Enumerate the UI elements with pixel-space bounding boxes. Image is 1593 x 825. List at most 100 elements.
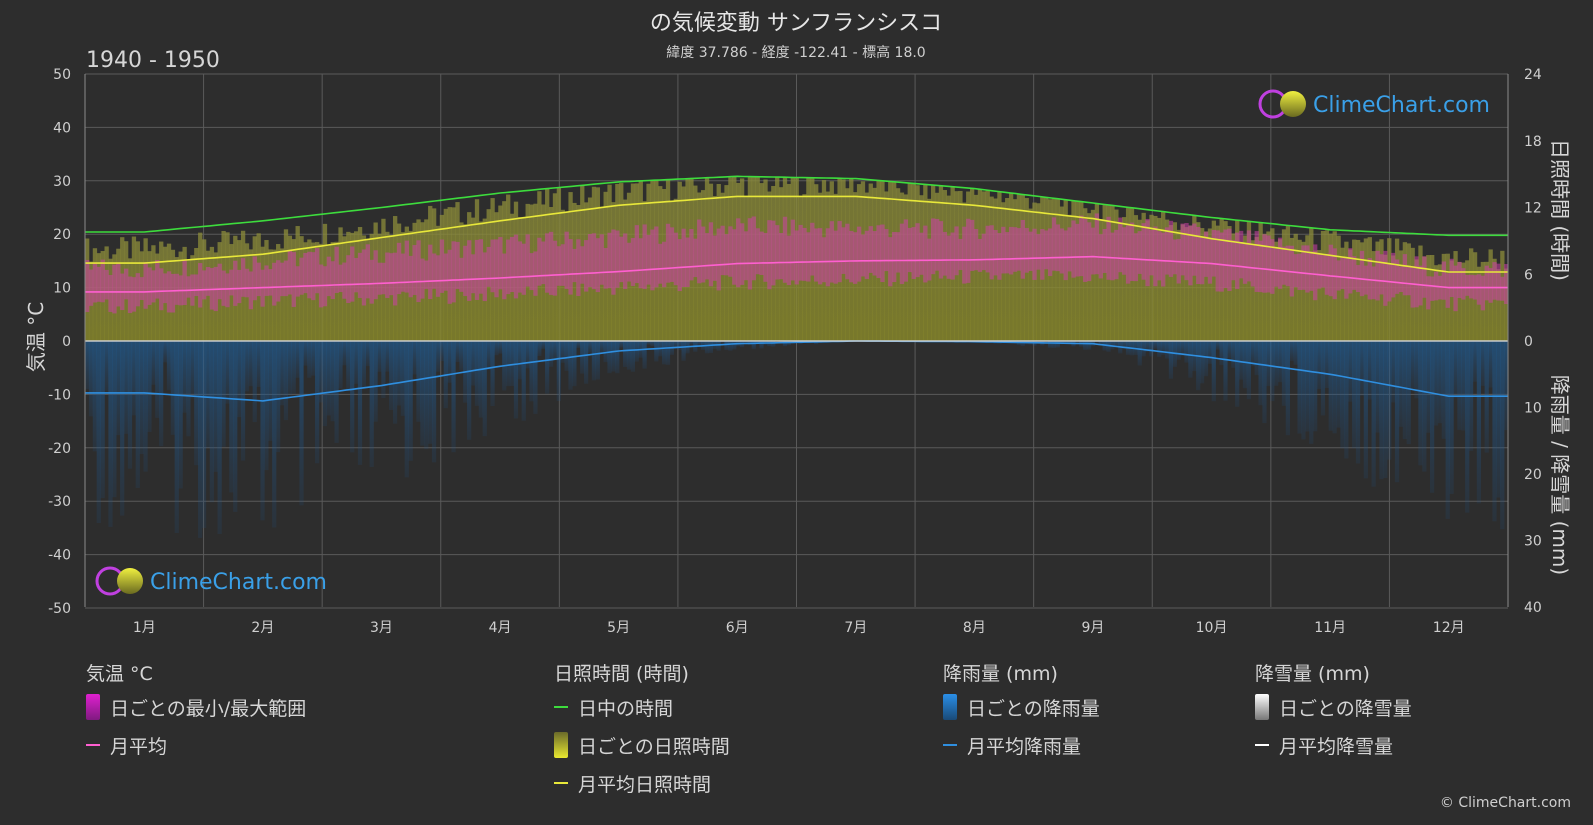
daily-temperature-bar (611, 229, 616, 295)
daily-rainfall-bar (626, 341, 632, 370)
daily-temperature-bar (1157, 231, 1162, 281)
daily-rainfall-bar (1367, 341, 1372, 400)
daily-rainfall-bar (541, 341, 546, 349)
daily-rainfall-bar (1422, 341, 1427, 472)
daily-temperature-bar (673, 232, 678, 286)
daily-rainfall-bars (85, 341, 1509, 538)
daily-rainfall-bar (155, 341, 160, 418)
daily-temperature-bar (424, 260, 429, 290)
legend-swatch (1255, 694, 1269, 720)
daily-temperature-bar (354, 257, 359, 293)
legend-label: 日ごとの降雪量 (1279, 697, 1412, 720)
daily-temperature-bar (85, 259, 90, 313)
daily-rainfall-bar (1235, 341, 1240, 407)
daily-rainfall-bar (1488, 341, 1493, 388)
daily-rainfall-bar (564, 341, 569, 371)
daily-temperature-bar (240, 258, 246, 297)
daily-temperature-bar (1496, 263, 1501, 301)
daily-temperature-bar (642, 224, 647, 289)
daily-sunshine-bar (1059, 206, 1064, 341)
daily-temperature-bar (880, 224, 885, 283)
daily-temperature-bar (1394, 259, 1400, 294)
daily-rainfall-bar (201, 341, 207, 528)
daily-sunshine-bar (1200, 228, 1205, 341)
logo-sun-icon (1280, 91, 1306, 117)
right-tick-label: 0 (1524, 334, 1533, 350)
daily-temperature-bar (849, 230, 854, 283)
daily-temperature-bar (1340, 257, 1345, 290)
daily-rainfall-bar (1453, 341, 1458, 399)
daily-temperature-bar (704, 233, 710, 280)
daily-temperature-bar (350, 246, 355, 302)
daily-rainfall-bar (127, 341, 133, 469)
daily-rainfall-bar (1145, 341, 1150, 352)
daily-temperature-bar (1328, 244, 1333, 297)
daily-temperature-bar (790, 219, 795, 281)
daily-sunshine-bar (1036, 203, 1041, 341)
daily-rainfall-bar (728, 341, 733, 351)
daily-temperature-bar (1316, 253, 1322, 289)
left-tick-label: -20 (48, 441, 71, 457)
daily-rainfall-bar (1352, 341, 1357, 449)
daily-temperature-bar (1500, 276, 1505, 301)
daily-temperature-bar (420, 258, 425, 299)
daily-temperature-bar (973, 229, 979, 271)
daily-rainfall-bar (404, 341, 409, 478)
right-tick-label: 6 (1524, 267, 1533, 283)
daily-rainfall-bar (1274, 341, 1279, 386)
copyright: © ClimeChart.com (1439, 795, 1571, 811)
daily-temperature-bar (938, 221, 944, 279)
daily-temperature-bar (981, 233, 986, 271)
daily-temperature-bar (1047, 228, 1053, 277)
daily-temperature-bar (1020, 219, 1025, 279)
daily-rainfall-bar (1137, 341, 1142, 366)
daily-rainfall-bar (377, 341, 382, 372)
daily-temperature-bar (658, 243, 663, 284)
daily-temperature-bar (100, 259, 105, 303)
daily-temperature-bar (817, 228, 823, 285)
daily-temperature-bar (1024, 227, 1029, 273)
daily-rainfall-bar (1250, 341, 1255, 367)
daily-rainfall-bar (513, 341, 519, 419)
daily-rainfall-bar (123, 341, 129, 434)
daily-temperature-bar (1254, 231, 1259, 292)
daily-temperature-bar (969, 219, 975, 271)
daily-temperature-bar (564, 231, 569, 289)
daily-temperature-bar (541, 241, 546, 285)
daily-temperature-bar (1110, 232, 1115, 281)
daily-temperature-bar (470, 254, 476, 294)
daily-temperature-bar (127, 276, 133, 314)
daily-rainfall-bar (342, 341, 347, 366)
daily-rainfall-bar (1063, 341, 1068, 344)
daily-rainfall-bar (381, 341, 386, 398)
daily-temperature-bar (1005, 232, 1010, 274)
daily-rainfall-bar (771, 341, 776, 347)
left-tick-label: 10 (53, 281, 71, 297)
daily-rainfall-bar (509, 341, 515, 387)
daily-temperature-bar (1086, 222, 1092, 282)
daily-temperature-bar (650, 229, 655, 291)
daily-temperature-bar (1122, 227, 1127, 275)
daily-temperature-bar (131, 277, 137, 312)
daily-rainfall-bar (595, 341, 600, 380)
daily-temperature-bar (1196, 226, 1201, 285)
daily-rainfall-bar (268, 341, 273, 441)
daily-rainfall-bar (104, 341, 109, 392)
daily-sunshine-bar (1192, 215, 1197, 341)
daily-temperature-bar (1067, 227, 1072, 272)
daily-rainfall-bar (92, 341, 97, 452)
daily-rainfall-bar (1114, 341, 1119, 348)
daily-rainfall-bar (100, 341, 105, 499)
daily-rainfall-bar (1231, 341, 1236, 368)
daily-sunshine-bar (1398, 250, 1404, 341)
daily-temperature-bar (615, 230, 620, 288)
daily-rainfall-bar (1371, 341, 1376, 487)
daily-rainfall-bar (677, 341, 682, 351)
daily-rainfall-bar (654, 341, 659, 362)
daily-rainfall-bar (1262, 341, 1267, 424)
right-tick-label: 12 (1524, 201, 1542, 217)
daily-temperature-bar (392, 252, 398, 306)
daily-rainfall-bar (782, 341, 788, 347)
daily-rainfall-bar (108, 341, 113, 527)
daily-rainfall-bar (1332, 341, 1337, 434)
